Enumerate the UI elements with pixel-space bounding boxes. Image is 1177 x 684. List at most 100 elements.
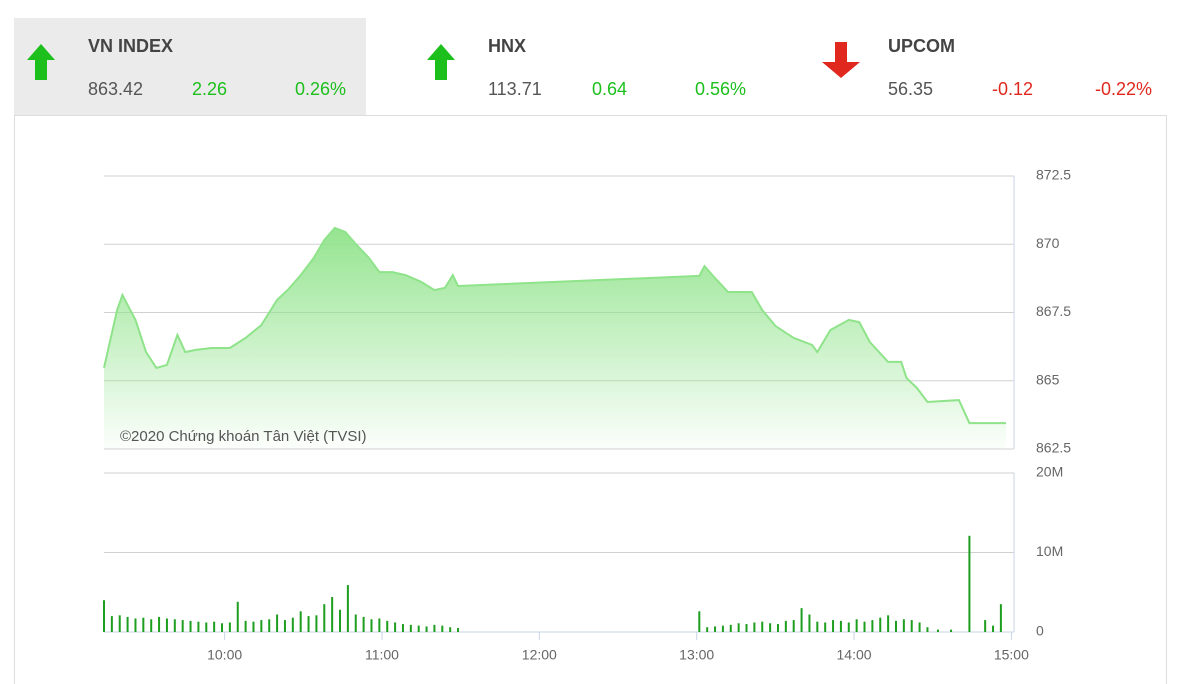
y-tick-label: 865: [1036, 371, 1060, 387]
volume-bar: [307, 616, 310, 632]
volume-bar: [126, 616, 129, 632]
volume-bar: [213, 621, 216, 632]
y-tick-label: 20M: [1036, 464, 1063, 480]
volume-bar: [902, 619, 905, 632]
volume-bar: [792, 620, 795, 632]
volume-bar: [331, 597, 334, 632]
volume-bar: [737, 623, 740, 632]
volume-bar: [205, 622, 208, 632]
volume-bar: [936, 629, 939, 632]
y-tick-label: 862.5: [1036, 440, 1071, 456]
volume-bar: [268, 619, 271, 632]
volume-bar: [832, 620, 835, 632]
volume-bar: [291, 617, 294, 632]
volume-bar: [992, 625, 995, 632]
index-change: 2.26: [192, 79, 227, 99]
volume-bar: [839, 620, 842, 632]
volume-bar: [134, 618, 137, 632]
y-tick-label: 867.5: [1036, 303, 1071, 319]
volume-bar: [769, 623, 772, 632]
volume-bar: [252, 621, 255, 632]
volume-bar: [165, 618, 168, 632]
volume-bar: [863, 621, 866, 632]
volume-bar: [753, 622, 756, 632]
index-name: HNX: [488, 36, 526, 56]
volume-bar: [283, 620, 286, 632]
index-change-pct: -0.22%: [1095, 79, 1152, 99]
active-tile: [14, 18, 366, 115]
volume-bar: [968, 535, 971, 632]
index-change-pct: 0.26%: [295, 79, 346, 99]
price-line: [103, 226, 1007, 425]
volume-bar: [698, 611, 701, 632]
index-value: 56.35: [888, 79, 933, 99]
volume-bar: [142, 617, 145, 632]
index-change: 0.64: [592, 79, 627, 99]
volume-bar: [721, 625, 724, 632]
volume-bar: [816, 621, 819, 632]
y-tick-label: 10M: [1036, 543, 1063, 559]
volume-bar: [745, 624, 748, 632]
volume-bar: [378, 618, 381, 632]
volume-bar: [926, 627, 929, 632]
volume-bar: [417, 625, 420, 632]
volume-bar: [729, 624, 732, 632]
volume-bar: [409, 624, 412, 632]
volume-bar: [950, 629, 953, 632]
watermark: ©2020 Chứng khoán Tân Việt (TVSI): [120, 428, 367, 445]
volume-bar: [706, 627, 709, 632]
volume-bar: [197, 621, 200, 632]
volume-bar: [800, 608, 803, 632]
x-tick-label: 15:00: [994, 647, 1029, 663]
volume-bar: [457, 628, 460, 632]
volume-bar: [441, 625, 444, 632]
volume-bar: [339, 609, 342, 632]
y-tick-label: 872.5: [1036, 167, 1071, 183]
volume-bar: [221, 623, 224, 632]
x-tick-label: 10:00: [207, 647, 242, 663]
index-name: UPCOM: [888, 36, 955, 56]
arrow-up: [27, 44, 55, 80]
volume-bar: [425, 626, 428, 632]
volume-bar: [918, 622, 921, 632]
volume-bar: [808, 614, 811, 632]
volume-bar: [894, 620, 897, 632]
volume-bar: [236, 601, 239, 632]
volume-bar: [315, 615, 318, 632]
volume-bar: [244, 620, 247, 632]
volume-bar: [370, 619, 373, 632]
volume-bar: [784, 620, 787, 632]
y-tick-label: 0: [1036, 623, 1044, 639]
volume-bar: [189, 620, 192, 632]
volume-bar: [346, 585, 349, 632]
price-area: [104, 227, 1007, 449]
volume-bar: [776, 624, 779, 632]
index-value: 113.71: [488, 79, 542, 99]
volume-bar: [887, 615, 890, 632]
volume-bar: [110, 616, 113, 632]
volume-bar: [394, 622, 397, 632]
volume-bar: [824, 622, 827, 632]
y-tick-label: 870: [1036, 235, 1060, 251]
volume-bar: [228, 622, 231, 632]
index-change: -0.12: [992, 79, 1033, 99]
x-tick-label: 12:00: [522, 647, 557, 663]
index-value: 863.42: [88, 79, 143, 99]
volume-bar: [433, 624, 436, 632]
volume-bar: [173, 619, 176, 632]
volume-bar: [761, 621, 764, 632]
volume-bar: [449, 627, 452, 632]
volume-bar: [276, 614, 279, 632]
volume-bar: [354, 614, 357, 632]
volume-bar: [999, 604, 1002, 632]
volume-bar: [984, 620, 987, 632]
volume-bar: [910, 620, 913, 632]
volume-bar: [323, 604, 326, 632]
x-tick-label: 14:00: [837, 647, 872, 663]
volume-bar: [871, 620, 874, 632]
index-name: VN INDEX: [88, 36, 173, 56]
index-change-pct: 0.56%: [695, 79, 746, 99]
volume-bar: [847, 622, 850, 632]
volume-bar: [879, 617, 882, 632]
